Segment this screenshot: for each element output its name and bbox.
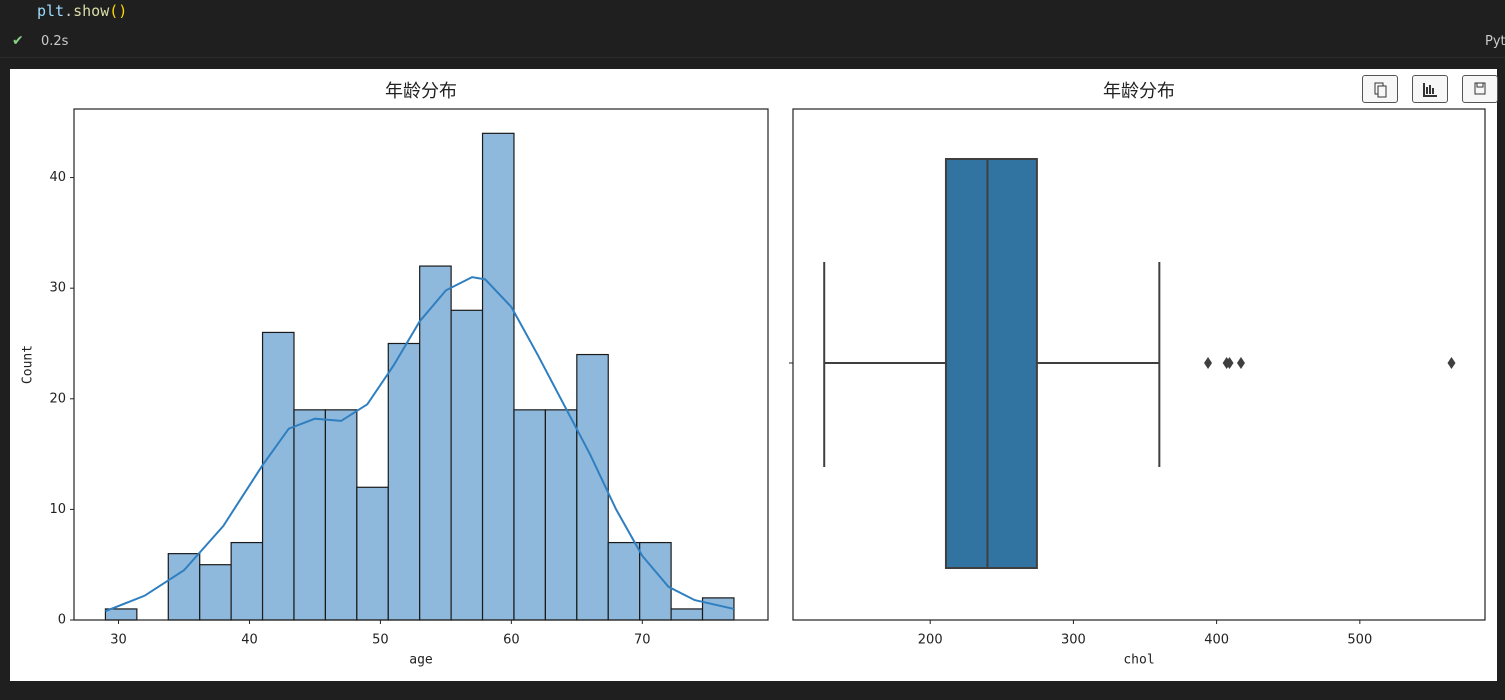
kernel-label[interactable]: Pyt (1485, 34, 1505, 49)
hist-bar (481, 132, 515, 621)
y-tick-label: 10 (49, 502, 66, 517)
save-icon (1474, 82, 1486, 95)
outlier (1225, 357, 1234, 369)
hist-bar (576, 353, 609, 621)
code-line: plt.show() (37, 2, 127, 20)
icon-part (1377, 85, 1387, 98)
hist-bar (104, 608, 138, 621)
hist-bar (199, 564, 232, 621)
code-token: () (109, 2, 128, 20)
success-icon: ✔ (12, 33, 24, 49)
copy-icon (1374, 82, 1387, 98)
kde-line (105, 276, 735, 613)
outlier (1204, 357, 1213, 369)
icon-part (1476, 82, 1484, 88)
hist-bar (670, 608, 704, 621)
y-tick-label: 0 (58, 613, 66, 628)
chart-title: 年龄分布 (1103, 81, 1175, 102)
box (944, 158, 1038, 569)
save-button[interactable] (1462, 75, 1498, 103)
y-tick-label: 30 (49, 281, 66, 296)
x-tick-label: 500 (1347, 633, 1372, 648)
x-tick-label: 400 (1204, 633, 1229, 648)
plot-frame (792, 108, 1486, 621)
hist-bar (356, 486, 389, 621)
code-token: plt (37, 2, 65, 20)
hist-bar (293, 409, 327, 621)
y-tick-label: 20 (49, 391, 66, 406)
hist-bar (230, 541, 264, 621)
hist-bar (513, 409, 546, 621)
code-token: show (73, 2, 110, 20)
x-axis-label: chol (1123, 653, 1154, 668)
separator (0, 57, 1505, 58)
y-axis-label: Count (21, 345, 36, 384)
chart-title: 年龄分布 (385, 81, 457, 102)
hist-bar (419, 265, 452, 621)
chart-button[interactable] (1412, 75, 1448, 103)
outlier (1447, 357, 1456, 369)
plot-frame (73, 108, 769, 621)
hist-bar (387, 342, 421, 621)
hist-bar (544, 409, 578, 621)
chart-icon (1423, 83, 1437, 97)
hist-bar (701, 597, 735, 621)
x-tick-label: 30 (110, 633, 127, 648)
hist-bar (167, 553, 201, 621)
hist-bar (324, 409, 358, 621)
outlier (1236, 357, 1245, 369)
code-token: . (64, 2, 74, 20)
x-tick-label: 40 (241, 633, 258, 648)
x-tick-label: 200 (918, 633, 943, 648)
hist-bar (261, 331, 295, 621)
hist-bar (639, 541, 672, 621)
hist-bar (607, 541, 641, 621)
x-tick-label: 70 (634, 633, 651, 648)
exec-time: 0.2s (41, 34, 69, 49)
x-tick-label: 50 (372, 633, 389, 648)
x-axis-label: age (409, 653, 433, 668)
x-tick-label: 300 (1061, 633, 1086, 648)
copy-button[interactable] (1362, 75, 1398, 103)
x-tick-label: 60 (503, 633, 520, 648)
y-tick-label: 40 (49, 170, 66, 185)
hist-bar (450, 309, 484, 621)
icon-part (1423, 83, 1437, 97)
